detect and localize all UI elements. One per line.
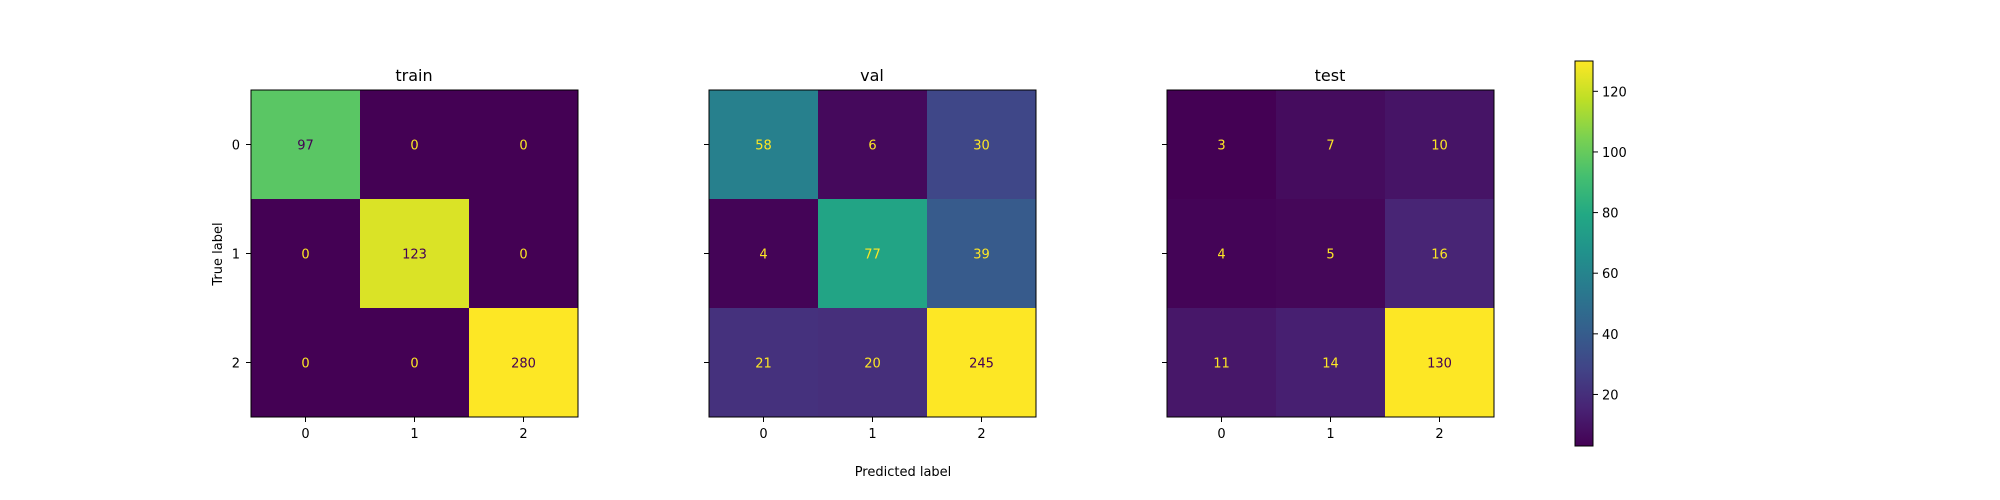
cell-value-test-r2-c1: 14 — [1322, 357, 1339, 372]
y-tick-label-train-1: 1 — [232, 248, 240, 263]
colorbar-tick-label-20: 20 — [1602, 388, 1619, 403]
panel-title-test: test — [1315, 66, 1346, 85]
cell-test-r2-c2 — [1385, 308, 1495, 418]
x-tick-label-val-2: 2 — [977, 427, 985, 442]
colorbar-gradient — [1574, 60, 1594, 447]
cell-value-val-r0-c2: 30 — [973, 139, 990, 154]
x-tick-label-test-0: 0 — [1217, 427, 1225, 442]
cell-train-r1-c2 — [469, 199, 579, 309]
cell-value-val-r1-c1: 77 — [864, 248, 881, 263]
cell-value-train-r1-c1: 123 — [402, 248, 427, 263]
x-tick-label-test-2: 2 — [1435, 427, 1443, 442]
cell-value-test-r2-c0: 11 — [1213, 357, 1230, 372]
colorbar-tick-label-80: 80 — [1602, 207, 1619, 222]
panel-test: 3 7 10 4 5 16 11 14 130 0 1 2 — [1162, 89, 1495, 442]
cell-val-r2-c2 — [927, 308, 1037, 418]
x-axis-label: Predicted label — [855, 465, 952, 480]
y-axis-label: True label — [211, 222, 226, 286]
cell-val-r0-c0 — [709, 90, 819, 200]
colorbar-tick-label-120: 120 — [1602, 85, 1627, 100]
cell-value-train-r1-c0: 0 — [301, 248, 309, 263]
cell-test-r2-c1 — [1276, 308, 1386, 418]
cell-train-r2-c0 — [251, 308, 361, 418]
cell-value-val-r2-c0: 21 — [755, 357, 772, 372]
y-tick-label-train-2: 2 — [232, 357, 240, 372]
panel-val: 58 6 30 4 77 39 21 20 245 0 1 2 — [704, 89, 1037, 442]
cell-value-test-r0-c1: 7 — [1326, 139, 1334, 154]
colorbar: 20 40 60 80 100 120 — [1574, 60, 1627, 447]
cell-value-val-r1-c0: 4 — [759, 248, 767, 263]
colorbar-tick-label-40: 40 — [1602, 328, 1619, 343]
cell-train-r1-c1 — [360, 199, 470, 309]
cell-value-test-r1-c2: 16 — [1431, 248, 1448, 263]
y-tick-label-train-0: 0 — [232, 139, 240, 154]
x-tick-label-train-1: 1 — [410, 427, 418, 442]
cell-value-val-r1-c2: 39 — [973, 248, 990, 263]
cell-value-train-r1-c2: 0 — [519, 248, 527, 263]
cell-value-train-r0-c0: 97 — [297, 139, 314, 154]
cell-val-r0-c1 — [818, 90, 928, 200]
cell-test-r1-c1 — [1276, 199, 1386, 309]
x-tick-label-test-1: 1 — [1326, 427, 1334, 442]
cell-test-r0-c2 — [1385, 90, 1495, 200]
cell-val-r1-c2 — [927, 199, 1037, 309]
cell-train-r0-c1 — [360, 90, 470, 200]
panel-title-train: train — [395, 66, 432, 85]
cell-train-r2-c1 — [360, 308, 470, 418]
cell-value-test-r1-c0: 4 — [1217, 248, 1225, 263]
colorbar-tick-label-60: 60 — [1602, 267, 1619, 282]
colorbar-ticks: 20 40 60 80 100 120 — [1593, 85, 1627, 403]
cell-test-r0-c0 — [1167, 90, 1277, 200]
cell-test-r2-c0 — [1167, 308, 1277, 418]
cell-test-r0-c1 — [1276, 90, 1386, 200]
cell-value-test-r0-c0: 3 — [1217, 139, 1225, 154]
x-tick-label-train-2: 2 — [519, 427, 527, 442]
panel-title-val: val — [860, 66, 884, 85]
cell-train-r2-c2 — [469, 308, 579, 418]
cell-value-train-r0-c1: 0 — [410, 139, 418, 154]
cell-val-r2-c1 — [818, 308, 928, 418]
cell-val-r1-c0 — [709, 199, 819, 309]
cell-value-test-r1-c1: 5 — [1326, 248, 1334, 263]
cell-value-train-r2-c1: 0 — [410, 357, 418, 372]
cell-val-r0-c2 — [927, 90, 1037, 200]
cell-value-train-r0-c2: 0 — [519, 139, 527, 154]
cell-value-test-r2-c2: 130 — [1427, 357, 1452, 372]
cell-value-val-r0-c0: 58 — [755, 139, 772, 154]
cell-value-val-r2-c2: 245 — [969, 357, 994, 372]
x-tick-label-train-0: 0 — [301, 427, 309, 442]
cell-value-test-r0-c2: 10 — [1431, 139, 1448, 154]
cell-val-r1-c1 — [818, 199, 928, 309]
colorbar-tick-label-100: 100 — [1602, 146, 1627, 161]
cell-train-r1-c0 — [251, 199, 361, 309]
x-tick-label-val-1: 1 — [868, 427, 876, 442]
x-tick-label-val-0: 0 — [759, 427, 767, 442]
cell-val-r2-c0 — [709, 308, 819, 418]
cell-value-val-r2-c1: 20 — [864, 357, 881, 372]
cell-train-r0-c2 — [469, 90, 579, 200]
cell-value-val-r0-c1: 6 — [868, 139, 876, 154]
cell-test-r1-c2 — [1385, 199, 1495, 309]
cell-test-r1-c0 — [1167, 199, 1277, 309]
cell-value-train-r2-c2: 280 — [511, 357, 536, 372]
cell-value-train-r2-c0: 0 — [301, 357, 309, 372]
cell-train-r0-c0 — [251, 90, 361, 200]
panel-train: 97 0 0 0 123 0 0 0 280 0 1 2 0 1 2 — [232, 89, 579, 442]
